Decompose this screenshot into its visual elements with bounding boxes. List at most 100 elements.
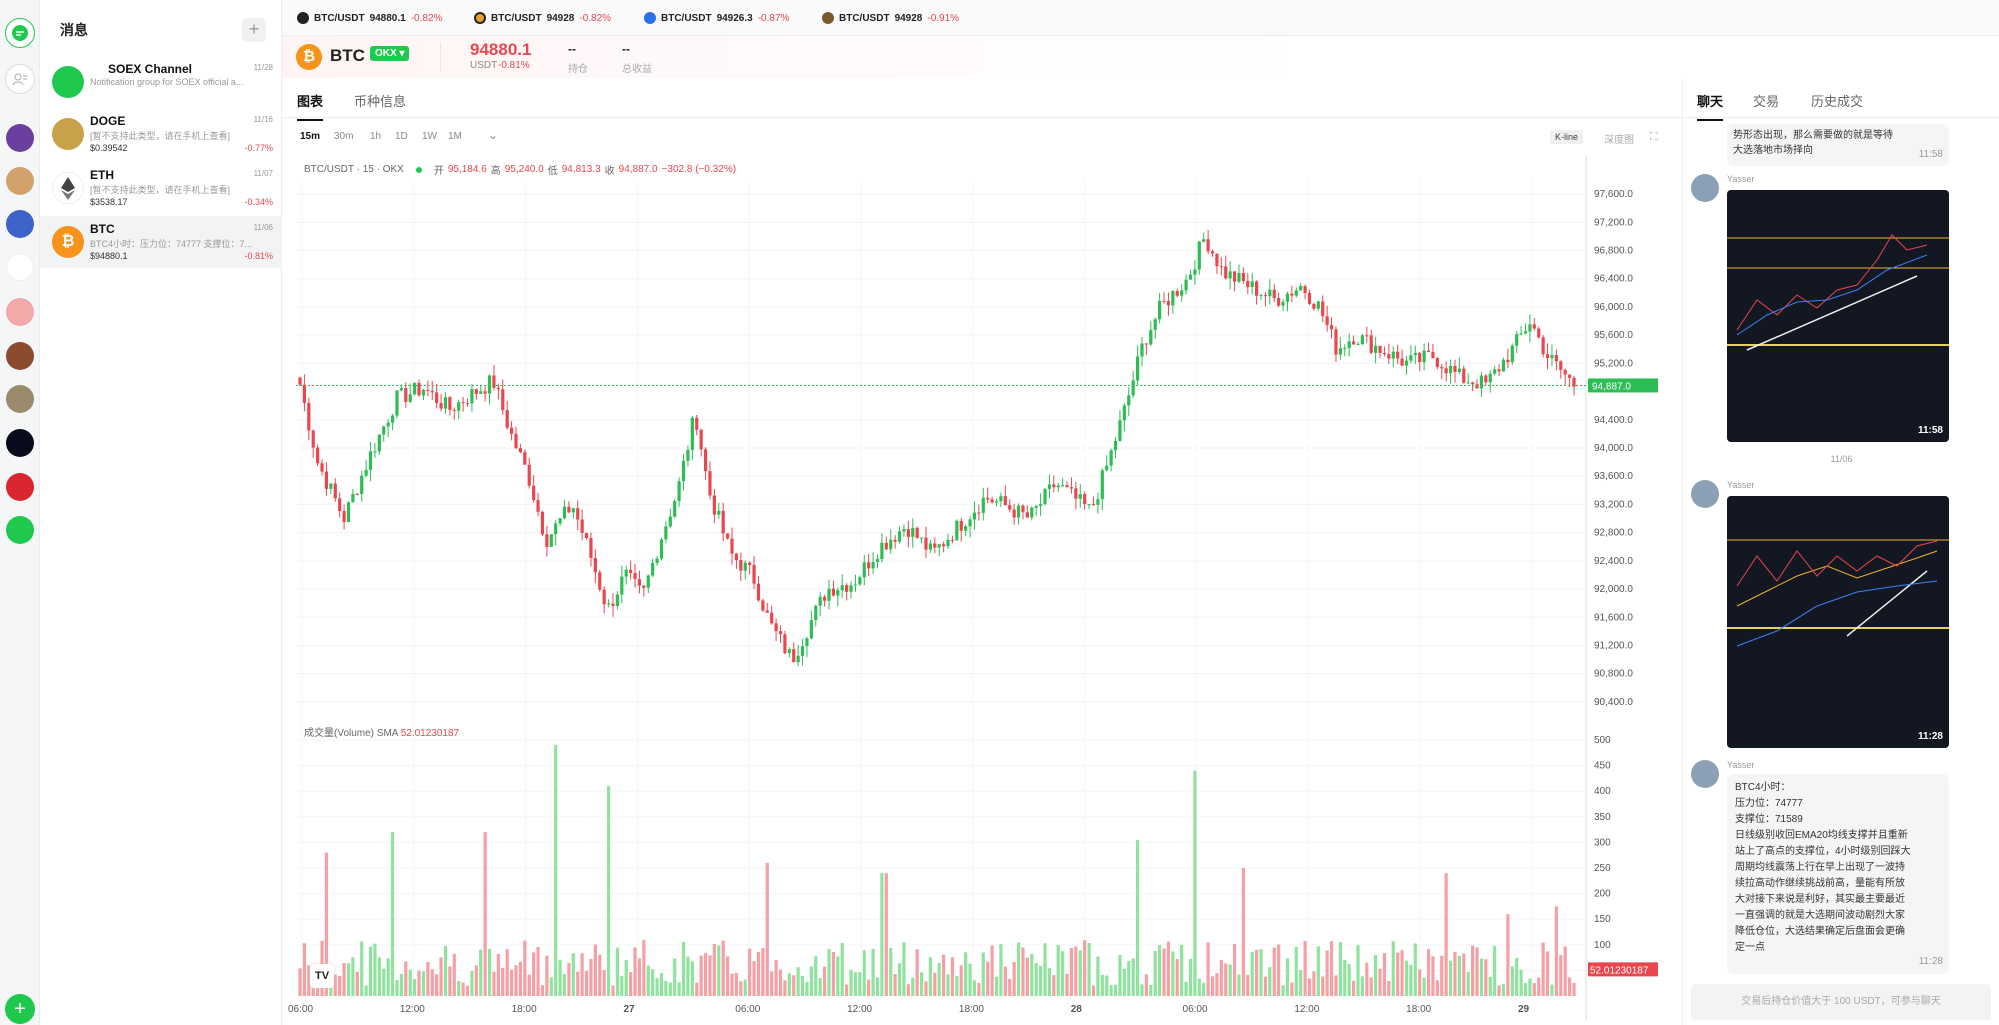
interval-1d[interactable]: 1D — [395, 131, 408, 142]
ticker-item[interactable]: BTC/USDT 94926.3 -0.87% — [644, 12, 789, 24]
volume-bar — [386, 958, 390, 996]
group-avatar-5[interactable] — [6, 298, 34, 326]
volume-bar — [1409, 964, 1413, 996]
add-conversation-button[interactable]: + — [242, 18, 266, 42]
price-chart[interactable]: 97,600.0 97,200.0 96,800.0 96,400.0 96,000.0… — [282, 156, 1682, 1020]
conversation-message: [暂不支持此类型，请在手机上查看] — [90, 131, 231, 141]
interval-bar: 15m 30m 1h 1D 1W 1M ⌄ K-line 深度图 ⛶ — [282, 118, 1682, 156]
volume-bar — [946, 974, 950, 996]
volume-bar — [1515, 957, 1519, 996]
ticker-item[interactable]: BTC/USDT 94928 -0.91% — [822, 12, 959, 24]
chart-type-kline[interactable]: K-line — [1550, 130, 1584, 144]
chat-image[interactable]: 11:58 — [1727, 190, 1949, 442]
candle-body — [1488, 373, 1492, 383]
conversation-item[interactable]: ₿ BTC 11/06 BTC4小时：压力位：74777 支撑位：7... $9… — [40, 216, 282, 268]
group-avatar-3[interactable] — [6, 210, 34, 238]
interval-1m[interactable]: 1M — [448, 131, 462, 142]
group-avatar-1[interactable] — [6, 124, 34, 152]
volume-bar — [1431, 956, 1435, 996]
avatar[interactable] — [1691, 760, 1719, 788]
candle-body — [338, 498, 342, 512]
chart-canvas[interactable]: 97,600.0 97,200.0 96,800.0 96,400.0 96,000.0… — [282, 156, 1682, 1020]
candle-body — [1334, 329, 1338, 355]
volume-bar — [805, 981, 809, 996]
volume-bar — [902, 942, 906, 996]
price-tick-label: 94,400.0 — [1594, 415, 1633, 426]
group-avatar-6[interactable] — [6, 342, 34, 370]
exchange-label: OKX — [375, 48, 397, 59]
volume-bar — [730, 973, 734, 996]
candle-body — [342, 511, 346, 523]
tab-chart[interactable]: 图表 — [297, 91, 324, 121]
candle-body — [1210, 251, 1215, 254]
candle-body — [1140, 343, 1144, 357]
volume-bar — [483, 832, 487, 996]
avatar[interactable] — [1691, 480, 1719, 508]
interval-1w[interactable]: 1W — [422, 131, 437, 142]
volume-bar — [1307, 978, 1312, 996]
ticker-item[interactable]: BTC/USDT 94928 -0.82% — [474, 12, 611, 24]
price-tick-label: 92,400.0 — [1594, 556, 1633, 567]
volume-bar — [496, 953, 500, 996]
conversation-item[interactable]: DOGE 11/16 [暂不支持此类型，请在手机上查看] $0.39542 -0… — [40, 108, 282, 160]
tab-history[interactable]: 历史成交 — [1811, 94, 1864, 109]
candle-body — [435, 392, 439, 404]
volume-bar — [1391, 941, 1395, 996]
volume-bar — [1404, 960, 1409, 996]
candle-body — [889, 539, 893, 550]
volume-bar — [853, 972, 858, 996]
group-avatar-7[interactable] — [6, 385, 34, 413]
ticker-item[interactable]: BTC/USDT 94880.1 -0.82% — [297, 12, 442, 24]
avatar[interactable] — [1691, 174, 1719, 202]
current-price-label: 94,887.0 — [1592, 381, 1631, 392]
volume-bar — [897, 963, 902, 996]
tab-trades[interactable]: 交易 — [1753, 94, 1780, 109]
soex-channel-avatar[interactable] — [6, 516, 34, 544]
volume-bar — [532, 952, 536, 996]
volume-tick-label: 250 — [1594, 863, 1611, 874]
chat-input[interactable]: 交易后持仓价值大于 100 USDT，可参与聊天 — [1691, 984, 1991, 1020]
interval-30m[interactable]: 30m — [334, 131, 354, 142]
tab-coin-info[interactable]: 币种信息 — [354, 94, 407, 109]
candle-body — [580, 519, 584, 533]
candle-body — [1537, 328, 1541, 338]
volume-bar — [487, 948, 492, 996]
volume-bar — [509, 969, 514, 996]
exchange-selector[interactable]: OKX ▾ — [370, 46, 410, 61]
add-icon[interactable]: + — [5, 994, 35, 1024]
candle-body — [1096, 499, 1100, 505]
tradingview-logo[interactable]: TV — [310, 964, 334, 988]
chat-icon[interactable] — [5, 18, 35, 48]
tab-chat[interactable]: 聊天 — [1697, 91, 1724, 121]
chart-type-depth[interactable]: 深度图 — [1604, 135, 1634, 146]
volume-bar — [479, 949, 483, 996]
volume-bar — [571, 953, 575, 996]
volume-bar — [646, 965, 650, 996]
fullscreen-icon[interactable]: ⛶ — [1650, 131, 1658, 143]
group-avatar-2[interactable] — [6, 167, 34, 195]
candle-body — [421, 389, 426, 396]
conversation-change: -0.34% — [244, 197, 273, 207]
candle-body — [1074, 488, 1078, 499]
quote-unit: USDT — [470, 60, 498, 71]
volume-tick-label: 500 — [1594, 735, 1611, 746]
conversation-item[interactable]: ETH 11/07 [暂不支持此类型，请在手机上查看] $3538.17 -0.… — [40, 162, 282, 214]
chevron-down-icon[interactable]: ⌄ — [488, 128, 499, 142]
candle-body — [483, 391, 487, 394]
exchange-icon — [822, 12, 834, 24]
volume-bar — [1131, 958, 1135, 996]
volume-bar — [1343, 959, 1347, 996]
volume-bar — [1237, 974, 1241, 996]
candle-body — [646, 575, 650, 588]
group-avatar-9[interactable] — [6, 473, 34, 501]
volume-bar — [1479, 958, 1484, 996]
volume-bar — [867, 979, 871, 996]
interval-15m[interactable]: 15m — [300, 131, 321, 142]
contacts-icon[interactable] — [5, 64, 35, 94]
conversation-item[interactable]: SOEX Channel 11/28 Notification group fo… — [40, 56, 282, 108]
group-avatar-8[interactable] — [6, 429, 34, 457]
volume-bar — [637, 958, 642, 996]
soex-avatar[interactable] — [6, 253, 34, 281]
chat-image[interactable]: 11:28 — [1727, 496, 1949, 748]
interval-1h[interactable]: 1h — [370, 131, 382, 142]
